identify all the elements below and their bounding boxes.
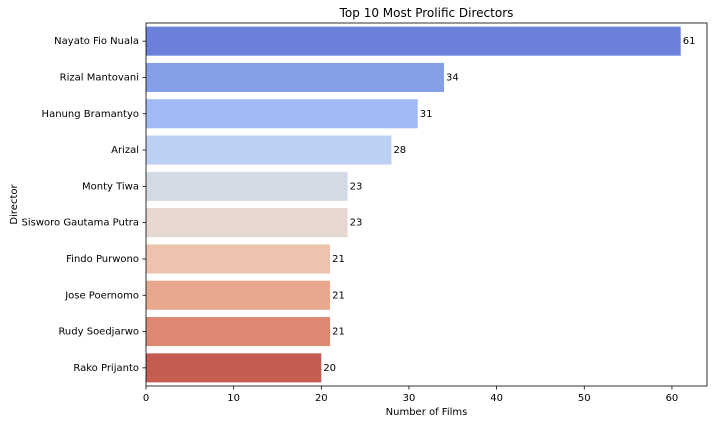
x-axis-ticks: 0 10 20 30 40 50 60 [143, 386, 678, 404]
bar [146, 353, 322, 383]
bar [146, 244, 331, 274]
y-tick-label: Rizal Mantovani [60, 72, 139, 83]
x-tick-label: 40 [490, 393, 503, 404]
bar [146, 280, 331, 310]
x-tick-label: 60 [666, 393, 679, 404]
data-label: 28 [393, 145, 406, 156]
plot-frame [145, 22, 708, 387]
y-tick-label: Rudy Soedjarwo [58, 327, 139, 338]
x-tick-label: 30 [403, 393, 416, 404]
y-tick-label: Monty Tiwa [82, 181, 139, 192]
y-tick-label: Arizal [111, 145, 139, 156]
bar [146, 62, 445, 92]
y-axis-ticks: Nayato Fio Nuala Rizal Mantovani Hanung Br… [22, 36, 146, 374]
y-tick-label: Rako Prijanto [73, 363, 139, 374]
data-label: 61 [683, 36, 696, 47]
bar [146, 171, 348, 201]
y-tick-label: Findo Purwono [66, 254, 139, 265]
data-labels-layer: 61 34 31 28 23 23 21 21 21 20 [323, 36, 695, 374]
data-label: 20 [323, 363, 336, 374]
x-tick-label: 10 [227, 393, 240, 404]
x-tick-label: 50 [578, 393, 591, 404]
bar [146, 135, 392, 165]
data-label: 21 [332, 254, 345, 265]
chart-title: Top 10 Most Prolific Directors [339, 6, 514, 20]
data-label: 21 [332, 327, 345, 338]
data-label: 23 [350, 218, 363, 229]
data-label: 31 [420, 109, 433, 120]
data-label: 34 [446, 72, 459, 83]
data-label: 23 [350, 181, 363, 192]
bar [146, 317, 331, 347]
bar [146, 99, 418, 129]
y-tick-label: Jose Poernomo [64, 290, 139, 301]
y-tick-label: Hanung Bramantyo [42, 109, 139, 120]
bar [146, 208, 348, 238]
y-axis-title: Director [9, 184, 20, 225]
x-tick-label: 0 [143, 393, 149, 404]
x-tick-label: 20 [315, 393, 328, 404]
bar [146, 26, 681, 56]
data-label: 21 [332, 290, 345, 301]
x-axis-title: Number of Films [386, 407, 468, 418]
bars-layer [146, 26, 681, 383]
y-tick-label: Nayato Fio Nuala [54, 36, 139, 47]
y-tick-label: Sisworo Gautama Putra [22, 218, 140, 229]
